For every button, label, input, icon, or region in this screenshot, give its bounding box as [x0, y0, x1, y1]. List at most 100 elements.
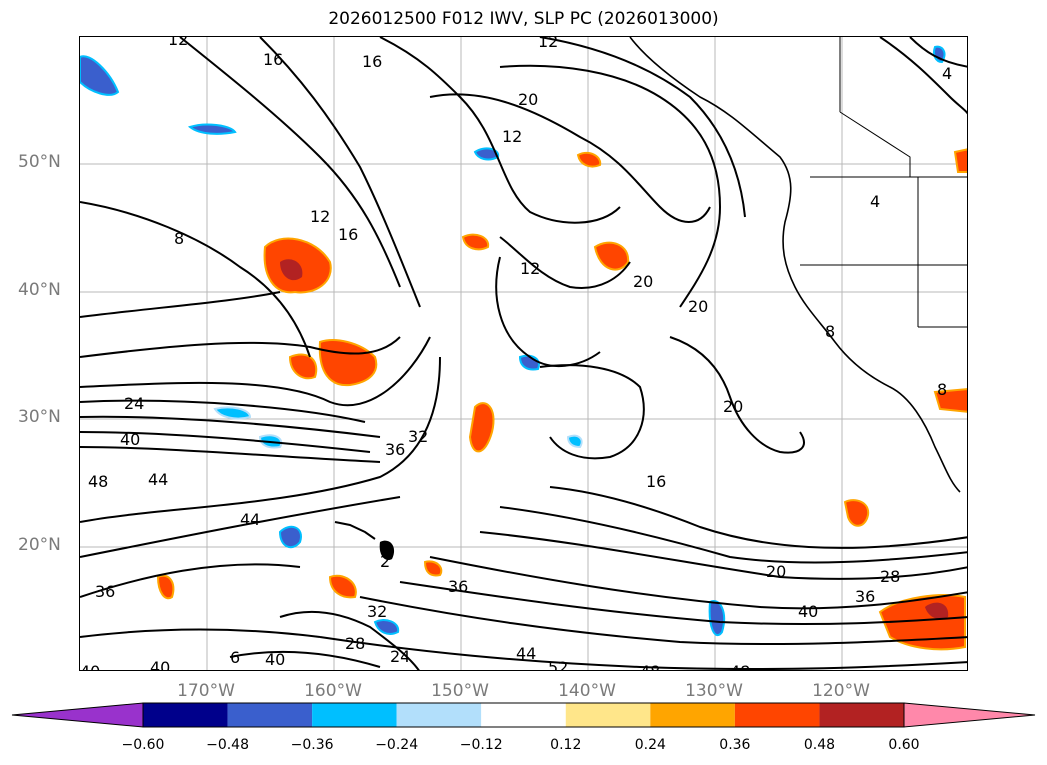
- contour-label: 4: [942, 64, 952, 83]
- contour-label: 48: [88, 472, 108, 491]
- contour-label: 48: [640, 662, 660, 671]
- contour-label: 2: [380, 552, 390, 571]
- contour-line: [499, 506, 967, 564]
- anomaly-patches: [80, 45, 967, 651]
- anomaly-patch-positive: [593, 241, 630, 271]
- anomaly-patch-positive: [318, 339, 378, 387]
- contour-line: [80, 446, 381, 463]
- lat-label-30n: 30°N: [18, 407, 61, 427]
- colorbar-extend-max: [903, 702, 1036, 728]
- anomaly-patch-positive: [423, 560, 443, 577]
- lon-label-130w: 130°W: [685, 681, 743, 701]
- contour-label: 28: [880, 567, 900, 586]
- contour-line: [80, 336, 401, 358]
- contour-line: [80, 415, 381, 438]
- state-border: [839, 111, 911, 177]
- contour-label: 16: [338, 225, 358, 244]
- colorbar-tick-label: −0.12: [459, 737, 503, 753]
- colorbar-outline: [142, 702, 905, 728]
- colorbar-tick-label: 0.12: [550, 737, 582, 753]
- contour-line: [549, 486, 967, 549]
- contour-label: 8: [825, 322, 835, 341]
- anomaly-patch-positive: [843, 499, 870, 527]
- colorbar-segment: [819, 703, 904, 727]
- contour-label: 52: [548, 658, 568, 671]
- contour-label: 40: [798, 602, 818, 621]
- colorbar-segment: [143, 703, 228, 727]
- contour-label: 8: [937, 380, 947, 399]
- contour-label: 16: [646, 472, 666, 491]
- contour-label: 32: [408, 427, 428, 446]
- contour-label: 40: [120, 430, 140, 449]
- contour-label: 20: [688, 297, 708, 316]
- contour-line: [429, 93, 711, 223]
- contour-line: [539, 364, 645, 460]
- anomaly-patch-positive: [280, 259, 303, 281]
- colorbar-tick-label: 0.36: [719, 737, 751, 753]
- anomaly-patch-negative: [708, 600, 726, 637]
- colorbar-tick-label: −0.60: [121, 737, 165, 753]
- colorbar-segment: [227, 703, 313, 727]
- contour-label: 24: [390, 647, 410, 666]
- contour-label: 16: [263, 50, 283, 69]
- contour-label: 12: [168, 37, 188, 49]
- lon-label-150w: 150°W: [431, 681, 489, 701]
- anomaly-patch-positive: [925, 602, 949, 619]
- contour-line: [80, 356, 441, 523]
- anomaly-patch-positive: [461, 233, 490, 251]
- anomaly-patch-positive: [933, 388, 967, 413]
- contour-label: 12: [502, 127, 522, 146]
- contour-line: [279, 610, 420, 670]
- contour-line: [80, 336, 431, 407]
- contour-label: 40: [150, 658, 170, 671]
- lon-label-140w: 140°W: [558, 681, 616, 701]
- colorbar-tick-label: 0.60: [888, 737, 920, 753]
- contour-label: 48: [730, 662, 750, 671]
- contour-line: [259, 37, 421, 308]
- contour-label: 32: [367, 602, 387, 621]
- contour-label: 20: [518, 90, 538, 109]
- anomaly-patch-negative: [373, 619, 400, 635]
- contour-label: 8: [174, 229, 184, 248]
- anomaly-patch-negative: [932, 45, 946, 64]
- contour-line: [399, 581, 967, 626]
- anomaly-patch-positive: [156, 574, 175, 600]
- contour-line: [909, 37, 967, 68]
- contour-label: 12: [310, 207, 330, 226]
- map-canvas: 12 16 16 12 20 12 8 12 16 12 20 20 20 24…: [80, 37, 967, 671]
- coastline-path: [629, 37, 961, 493]
- lon-label-120w: 120°W: [812, 681, 870, 701]
- contour-line: [499, 236, 631, 289]
- contour-label: 20: [766, 562, 786, 581]
- colorbar-tick-label: −0.48: [206, 737, 249, 753]
- contour-line: [359, 596, 967, 646]
- anomaly-patch-negative: [80, 55, 120, 96]
- contour-line: [80, 628, 321, 638]
- contour-label: 20: [723, 397, 743, 416]
- contour-label: 6: [230, 648, 240, 667]
- contour-line: [479, 531, 967, 580]
- map-title: 2026012500 F012 IWV, SLP PC (2026013000): [328, 9, 719, 29]
- contour-line: [495, 256, 601, 368]
- contour-label: 12: [520, 259, 540, 278]
- anomaly-patch-positive: [468, 402, 495, 453]
- contour-label: 44: [148, 470, 168, 489]
- anomaly-patch-positive: [328, 574, 357, 599]
- map-panel: 12 16 16 12 20 12 8 12 16 12 20 20 20 24…: [79, 36, 968, 671]
- anomaly-patch-negative: [566, 434, 583, 449]
- colorbar-tick-label: 0.48: [803, 737, 836, 753]
- colorbar-segment: [565, 703, 651, 727]
- colorbar: [11, 702, 1036, 728]
- contour-line: [229, 650, 381, 668]
- hawaii-island-shape: [379, 540, 395, 561]
- contour-label: 24: [124, 394, 144, 413]
- contour-label: 40: [80, 662, 100, 671]
- slp-contours: [80, 37, 967, 670]
- contour-line: [80, 496, 401, 558]
- contour-label: 36: [855, 587, 875, 606]
- contour-label: 16: [362, 52, 382, 71]
- lat-label-50n: 50°N: [18, 152, 61, 172]
- colorbar-segment: [396, 703, 482, 727]
- contour-line: [80, 399, 366, 423]
- contour-label: 40: [265, 650, 285, 669]
